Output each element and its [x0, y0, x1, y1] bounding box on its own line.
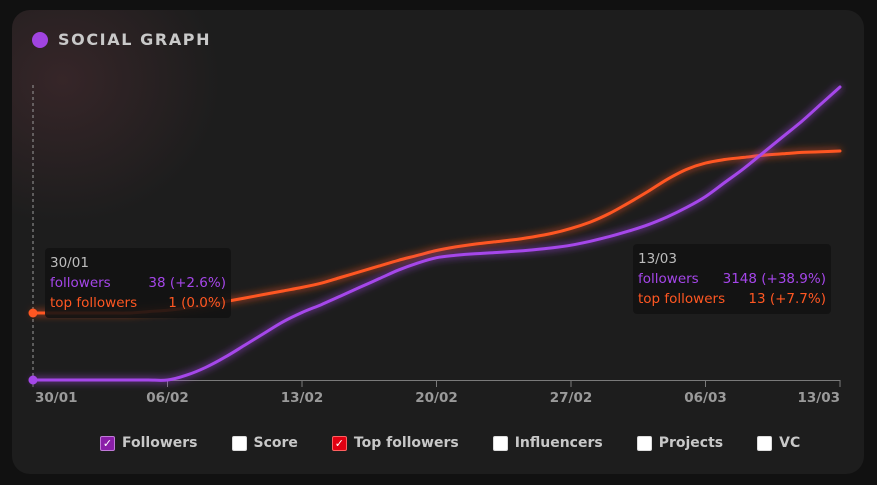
checkbox-vc[interactable]: [757, 435, 773, 451]
tooltip-date: 30/01: [50, 255, 89, 271]
tooltip-top-followers-value: 13 (+7.7%): [748, 291, 826, 307]
legend-label: Projects: [658, 435, 724, 451]
legend-label: VC: [779, 435, 801, 451]
card-title: SOCIAL GRAPH: [58, 30, 212, 49]
marker-followers: [28, 375, 38, 385]
hover-markers: [28, 308, 41, 385]
tooltip-followers-value: 38 (+2.6%): [148, 275, 226, 291]
x-tick-label: 13/02: [281, 390, 324, 406]
line-chart[interactable]: 30/01 06/02 13/02 20/02 27/02 06/03 13/03: [12, 10, 864, 474]
legend-label: Score: [253, 435, 298, 451]
purple-dot-icon: [32, 31, 48, 48]
tooltip-followers-row: followers 38 (+2.6%): [50, 273, 226, 293]
chart-legend: ✓ Followers Score ✓ Top followers Influe…: [100, 435, 800, 451]
social-graph-card: SOCIAL GRAPH 30/01 06/02 13/02 20/02 27/02 06…: [12, 10, 864, 474]
x-tick-label: 06/03: [684, 390, 727, 406]
legend-item-followers[interactable]: ✓ Followers: [100, 435, 198, 451]
x-axis-ticks: 30/01 06/02 13/02 20/02 27/02 06/03 13/03: [32, 380, 841, 406]
marker-top-followers: [28, 308, 38, 318]
x-tick-label: 13/03: [797, 390, 840, 406]
tooltip-followers-label: followers: [50, 275, 111, 291]
tooltip-top-followers-row: top followers 13 (+7.7%): [638, 289, 826, 309]
tooltip-end: 13/03 followers 3148 (+38.9%) top follow…: [633, 244, 831, 314]
legend-label: Followers: [122, 435, 198, 451]
tooltip-start: 30/01 followers 38 (+2.6%) top followers…: [45, 248, 231, 318]
legend-item-score[interactable]: Score: [231, 435, 298, 451]
legend-label: Top followers: [353, 435, 459, 451]
legend-item-top-followers[interactable]: ✓ Top followers: [331, 435, 459, 451]
checkbox-influencers[interactable]: [492, 435, 508, 451]
legend-item-influencers[interactable]: Influencers: [492, 435, 603, 451]
tooltip-followers-value: 3148 (+38.9%): [722, 271, 826, 287]
checkbox-projects[interactable]: [636, 435, 652, 451]
x-tick-label: 30/01: [35, 390, 78, 406]
legend-label: Influencers: [514, 435, 603, 451]
series-line-followers[interactable]: [31, 85, 842, 382]
tooltip-top-followers-label: top followers: [638, 291, 726, 307]
tooltip-top-followers-label: top followers: [50, 295, 138, 311]
tooltip-top-followers-value: 1 (0.0%): [168, 295, 226, 311]
legend-item-projects[interactable]: Projects: [636, 435, 724, 451]
x-tick-label: 20/02: [415, 390, 458, 406]
checkbox-score[interactable]: [231, 435, 247, 451]
tooltip-date: 13/03: [638, 251, 677, 267]
x-tick-label: 06/02: [146, 390, 189, 406]
x-tick-label: 27/02: [550, 390, 593, 406]
checkbox-followers[interactable]: ✓: [100, 435, 115, 451]
checkbox-top-followers[interactable]: ✓: [331, 435, 347, 451]
card-header: SOCIAL GRAPH: [32, 30, 211, 49]
tooltip-followers-label: followers: [638, 271, 699, 287]
tooltip-top-followers-row: top followers 1 (0.0%): [50, 293, 226, 313]
tooltip-followers-row: followers 3148 (+38.9%): [638, 269, 826, 289]
legend-item-vc[interactable]: VC: [757, 435, 800, 451]
